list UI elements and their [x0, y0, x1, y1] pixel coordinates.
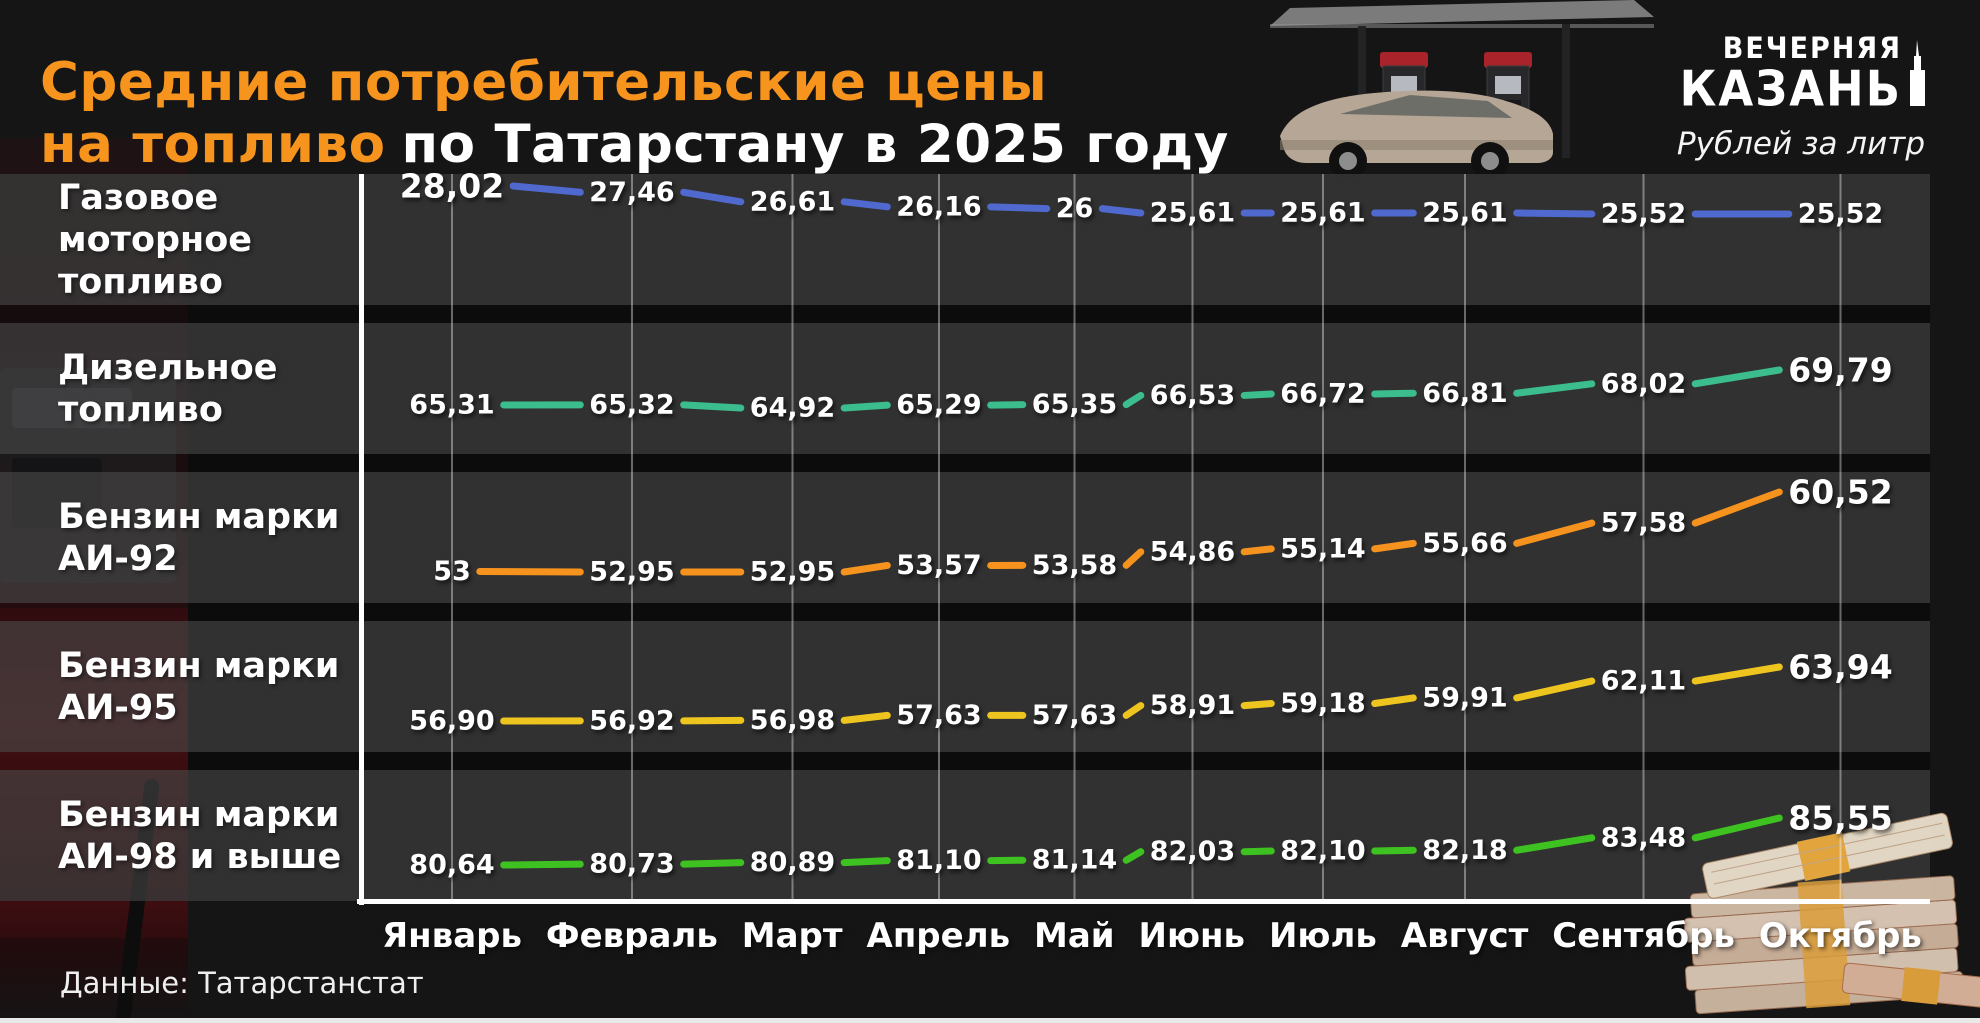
month-label: Август [1400, 916, 1529, 956]
newspaper-logo: ВЕЧЕРНЯЯ КАЗАНЬ [1680, 31, 1928, 113]
value-label: 25,61 [1280, 197, 1365, 228]
fuel-label-ai95: Бензин марки АИ-95 [58, 645, 340, 728]
month-label: Апрель [866, 916, 1011, 956]
value-label: 56,92 [589, 705, 674, 736]
value-label: 55,14 [1280, 533, 1365, 564]
data-lines [476, 182, 1793, 869]
value-label: 80,73 [589, 849, 674, 880]
month-label: Январь [382, 916, 522, 956]
value-label: 25,61 [1150, 197, 1235, 228]
band-diesel [0, 323, 1930, 454]
value-label: 59,91 [1422, 682, 1507, 713]
value-label: 55,66 [1422, 528, 1507, 559]
value-label: 81,14 [1032, 845, 1117, 876]
value-label: 66,81 [1422, 378, 1507, 409]
fuel-label-ai98: Бензин марки АИ-98 и выше [58, 794, 342, 877]
value-label: 26 [1056, 193, 1094, 224]
value-label: 26,61 [750, 186, 835, 217]
value-label: 60,52 [1788, 473, 1892, 512]
value-label: 56,90 [409, 706, 494, 737]
value-label: 82,03 [1150, 836, 1235, 867]
month-label: Май [1034, 916, 1115, 956]
month-label: Февраль [545, 916, 718, 956]
x-axis-line [357, 899, 1930, 904]
month-label: Март [741, 916, 843, 956]
fuel-label-gas: Газовое моторное топливо [58, 177, 253, 302]
value-label: 53,57 [896, 550, 981, 581]
value-label: 57,63 [1032, 700, 1117, 731]
value-label: 53,58 [1032, 550, 1117, 581]
value-label: 65,32 [589, 389, 674, 420]
band-gas [0, 174, 1930, 305]
value-label: 80,89 [750, 847, 835, 878]
value-label: 25,52 [1601, 199, 1686, 230]
data-source: Данные: Татарстанстат [60, 966, 424, 1000]
value-label: 59,18 [1280, 688, 1365, 719]
value-label: 82,10 [1280, 836, 1365, 867]
bottom-divider [0, 1018, 1980, 1023]
value-label: 58,91 [1150, 690, 1235, 721]
value-label: 83,48 [1601, 822, 1686, 853]
data-labels: 28,02 27,46 26,61 26,16 26 25,61 25,61 25,61 25,… [400, 167, 1893, 881]
value-label: 65,31 [409, 389, 494, 420]
value-label: 69,79 [1788, 351, 1892, 390]
tower-icon [1910, 40, 1925, 106]
value-label: 63,94 [1788, 648, 1892, 687]
value-label: 26,16 [896, 191, 981, 222]
value-label: 62,11 [1601, 666, 1686, 697]
value-label: 82,18 [1422, 835, 1507, 866]
title-line2-orange: на топливо [40, 113, 386, 175]
band-ai95 [0, 621, 1930, 752]
month-label: Июль [1268, 916, 1377, 956]
month-label: Октябрь [1758, 916, 1922, 956]
title-line1: Средние потребительские цены [40, 51, 1048, 113]
band-ai98 [0, 770, 1930, 901]
band-ai92 [0, 472, 1930, 603]
fuel-label-ai92: Бензин марки АИ-92 [58, 496, 340, 579]
value-label: 56,98 [750, 705, 835, 736]
value-label: 25,61 [1422, 197, 1507, 228]
gridlines [451, 174, 1842, 899]
value-label: 66,53 [1150, 380, 1235, 411]
value-label: 64,92 [750, 393, 835, 424]
title-line2-white: по Татарстану в 2025 году [401, 113, 1229, 175]
money-stacks-photo [1683, 812, 1980, 1015]
month-axis: Январь Февраль Март Апрель Май Июнь Июль… [364, 916, 1930, 956]
value-label: 57,63 [896, 700, 981, 731]
value-label: 25,52 [1798, 199, 1883, 230]
value-label: 65,35 [1032, 389, 1117, 420]
month-label: Сентябрь [1552, 916, 1735, 956]
chart-plot-area: 28,02 27,46 26,61 26,16 26 25,61 25,61 25,61 25,… [400, 167, 1893, 899]
value-label: 81,10 [896, 845, 981, 876]
value-label: 85,55 [1788, 799, 1892, 838]
value-label: 54,86 [1150, 536, 1235, 567]
value-label: 65,29 [896, 390, 981, 421]
value-label: 27,46 [589, 177, 674, 208]
value-label: 80,64 [409, 850, 494, 881]
units-label: Рублей за литр [1676, 126, 1925, 162]
page-title: Средние потребительские цены на топливо … [40, 52, 1229, 176]
car-illustration [1280, 90, 1553, 180]
value-label: 66,72 [1280, 378, 1365, 409]
y-axis-line [359, 174, 364, 905]
value-label: 28,02 [400, 167, 504, 206]
logo-line1: ВЕЧЕРНЯЯ [1722, 31, 1902, 66]
value-label: 68,02 [1601, 368, 1686, 399]
month-label: Июнь [1138, 916, 1246, 956]
value-label: 53 [433, 556, 471, 587]
value-label: 57,58 [1601, 508, 1686, 539]
value-label: 52,95 [750, 557, 835, 588]
gas-station-illustration [1270, 0, 1654, 180]
fuel-label-diesel: Дизельное топливо [58, 347, 278, 430]
value-label: 52,95 [589, 557, 674, 588]
logo-line2: КАЗАНЬ [1679, 59, 1902, 118]
